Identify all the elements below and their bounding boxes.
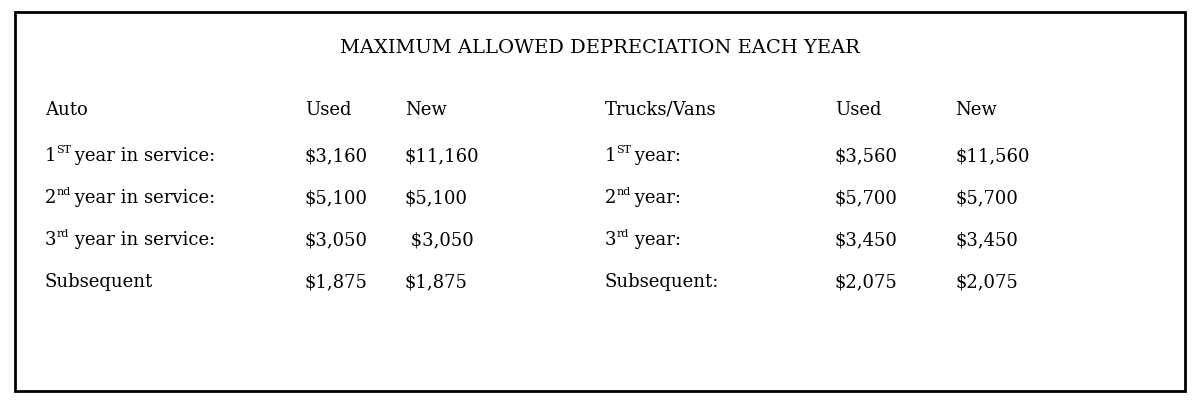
Text: 2: 2 [46, 189, 56, 207]
Text: year:: year: [629, 231, 680, 249]
Text: year in service:: year in service: [68, 147, 215, 165]
Text: $3,560: $3,560 [835, 147, 898, 165]
Text: $3,160: $3,160 [305, 147, 368, 165]
Text: $5,700: $5,700 [955, 189, 1018, 207]
Text: New: New [406, 101, 446, 119]
Text: year in service:: year in service: [68, 231, 215, 249]
Text: Auto: Auto [46, 101, 88, 119]
Text: $11,160: $11,160 [406, 147, 480, 165]
Text: $11,560: $11,560 [955, 147, 1030, 165]
Text: Subsequent:: Subsequent: [605, 273, 719, 291]
Text: 3: 3 [605, 231, 617, 249]
Text: $3,050: $3,050 [305, 231, 368, 249]
Text: MAXIMUM ALLOWED DEPRECIATION EACH YEAR: MAXIMUM ALLOWED DEPRECIATION EACH YEAR [340, 39, 860, 57]
Text: Subsequent: Subsequent [46, 273, 154, 291]
Text: nd: nd [56, 187, 71, 197]
Text: 1: 1 [605, 147, 617, 165]
Text: $2,075: $2,075 [835, 273, 898, 291]
Text: 3: 3 [46, 231, 56, 249]
Text: $5,100: $5,100 [406, 189, 468, 207]
Text: $1,875: $1,875 [406, 273, 468, 291]
Text: ST: ST [616, 145, 631, 155]
Text: Used: Used [835, 101, 882, 119]
Text: New: New [955, 101, 997, 119]
Text: nd: nd [616, 187, 630, 197]
Text: year:: year: [629, 189, 680, 207]
Text: year:: year: [629, 147, 680, 165]
Text: year in service:: year in service: [68, 189, 215, 207]
Text: $3,050: $3,050 [406, 231, 474, 249]
FancyBboxPatch shape [14, 12, 1186, 391]
Text: rd: rd [616, 229, 629, 239]
Text: $1,875: $1,875 [305, 273, 368, 291]
Text: $3,450: $3,450 [835, 231, 898, 249]
Text: 2: 2 [605, 189, 617, 207]
Text: Used: Used [305, 101, 352, 119]
Text: ST: ST [56, 145, 71, 155]
Text: $5,700: $5,700 [835, 189, 898, 207]
Text: $2,075: $2,075 [955, 273, 1018, 291]
Text: 1: 1 [46, 147, 56, 165]
Text: Trucks/Vans: Trucks/Vans [605, 101, 716, 119]
Text: $5,100: $5,100 [305, 189, 368, 207]
Text: $3,450: $3,450 [955, 231, 1018, 249]
Text: rd: rd [56, 229, 68, 239]
